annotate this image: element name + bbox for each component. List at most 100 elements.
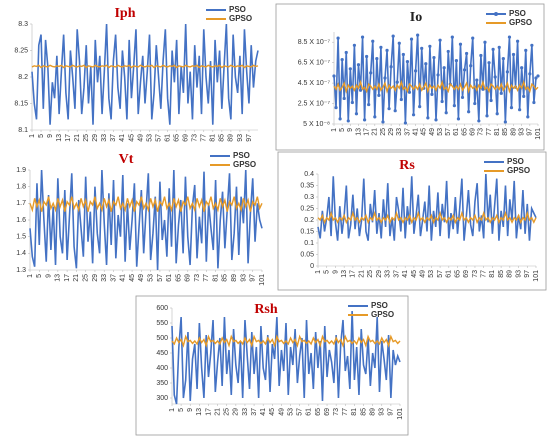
x-tick-label: 89 xyxy=(228,134,235,142)
series-marker xyxy=(483,40,487,44)
series-marker xyxy=(348,67,352,71)
series-marker xyxy=(375,56,379,61)
series-marker xyxy=(356,63,361,67)
series-marker xyxy=(438,38,442,42)
chart-title: Rsh xyxy=(254,302,278,317)
x-tick-label: 37 xyxy=(393,270,400,278)
x-tick-label: 5 xyxy=(324,270,331,274)
x-tick-label: 29 xyxy=(388,128,395,136)
series-marker xyxy=(369,71,373,75)
series-line xyxy=(29,196,263,213)
y-tick-label: 500 xyxy=(156,335,168,342)
series-marker xyxy=(414,69,418,73)
chart-title: Iph xyxy=(114,6,135,21)
y-tick-label: 0.4 xyxy=(304,171,314,178)
x-tick-label: 65 xyxy=(315,408,322,416)
series-marker xyxy=(377,93,381,97)
x-tick-label: 37 xyxy=(110,134,117,142)
x-tick-label: 45 xyxy=(411,270,418,278)
x-tick-label: 97 xyxy=(527,128,534,136)
y-tick-label: 8.3 xyxy=(18,21,28,28)
x-tick-label: 53 xyxy=(147,274,154,282)
series-marker xyxy=(426,116,430,120)
x-tick-label: 101 xyxy=(535,128,542,140)
series-marker xyxy=(471,36,475,40)
series-marker xyxy=(477,119,481,123)
series-marker xyxy=(424,62,428,66)
x-tick-label: 77 xyxy=(342,408,349,416)
series-marker xyxy=(460,95,465,100)
series-marker xyxy=(430,92,434,96)
y-tick-label: 8.5 X 10⁻⁷ xyxy=(298,39,331,46)
x-tick-label: 89 xyxy=(510,128,517,136)
series-marker xyxy=(385,48,389,53)
x-tick-label: 101 xyxy=(259,274,266,286)
chart-frame xyxy=(277,151,547,291)
x-tick-label: 5 xyxy=(38,134,45,138)
x-tick-label: 1 xyxy=(29,134,36,138)
series-marker xyxy=(503,120,507,124)
series-marker xyxy=(411,113,416,117)
x-tick-label: 53 xyxy=(287,408,294,416)
x-tick-label: 49 xyxy=(138,274,145,282)
series-marker xyxy=(403,121,407,125)
y-tick-label: 8.2 xyxy=(18,74,28,81)
x-tick-label: 21 xyxy=(73,274,80,282)
series-line xyxy=(29,169,263,271)
series-marker xyxy=(405,60,410,64)
series-marker xyxy=(350,100,354,105)
x-tick-label: 97 xyxy=(250,274,257,282)
legend-label: PSO xyxy=(371,301,388,310)
series-marker xyxy=(399,97,403,102)
series-marker xyxy=(440,99,444,104)
series-marker xyxy=(491,47,495,51)
y-tick-label: 0.25 xyxy=(300,205,314,212)
x-tick-label: 49 xyxy=(419,270,426,278)
y-tick-label: 0.3 xyxy=(304,194,314,201)
legend-label: GPSO xyxy=(233,160,256,169)
x-tick-label: 61 xyxy=(164,134,171,142)
series-marker xyxy=(530,43,534,47)
series-marker xyxy=(344,50,348,55)
y-tick-label: 1.4 xyxy=(16,250,26,257)
x-tick-label: 61 xyxy=(453,128,460,136)
series-line xyxy=(317,210,537,225)
x-tick-label: 21 xyxy=(358,270,365,278)
x-tick-label: 81 xyxy=(494,128,501,136)
x-tick-label: 73 xyxy=(478,128,485,136)
x-tick-label: 97 xyxy=(388,408,395,416)
y-tick-label: 0.35 xyxy=(300,182,314,189)
series-marker xyxy=(456,117,461,121)
x-tick-label: 41 xyxy=(402,270,409,278)
x-tick-label: 29 xyxy=(233,408,240,416)
series-marker xyxy=(409,37,414,41)
series-marker xyxy=(518,108,522,112)
legend-label: PSO xyxy=(229,5,246,14)
legend-label: GPSO xyxy=(507,166,530,175)
series-line xyxy=(31,64,259,69)
series-marker xyxy=(481,87,485,91)
x-tick-label: 1 xyxy=(331,128,338,132)
series-marker xyxy=(352,43,356,47)
x-tick-label: 37 xyxy=(251,408,258,416)
series-line xyxy=(333,35,539,124)
x-tick-label: 57 xyxy=(437,270,444,278)
y-tick-label: 8.15 xyxy=(14,100,28,107)
x-tick-label: 93 xyxy=(379,408,386,416)
x-tick-label: 13 xyxy=(55,274,62,282)
x-tick-label: 73 xyxy=(472,270,479,278)
x-tick-label: 17 xyxy=(64,274,71,282)
series-marker xyxy=(524,48,528,53)
chart-title: Vt xyxy=(119,152,134,167)
x-tick-label: 21 xyxy=(372,128,379,136)
x-tick-label: 101 xyxy=(397,408,404,420)
x-tick-label: 33 xyxy=(242,408,249,416)
series-marker xyxy=(442,66,446,70)
series-marker xyxy=(346,119,350,123)
x-tick-label: 85 xyxy=(360,408,367,416)
series-marker xyxy=(526,115,530,119)
series-marker xyxy=(393,109,397,113)
y-tick-label: 6.5 X 10⁻⁷ xyxy=(298,60,331,67)
series-marker xyxy=(462,68,467,72)
series-marker xyxy=(387,107,391,111)
